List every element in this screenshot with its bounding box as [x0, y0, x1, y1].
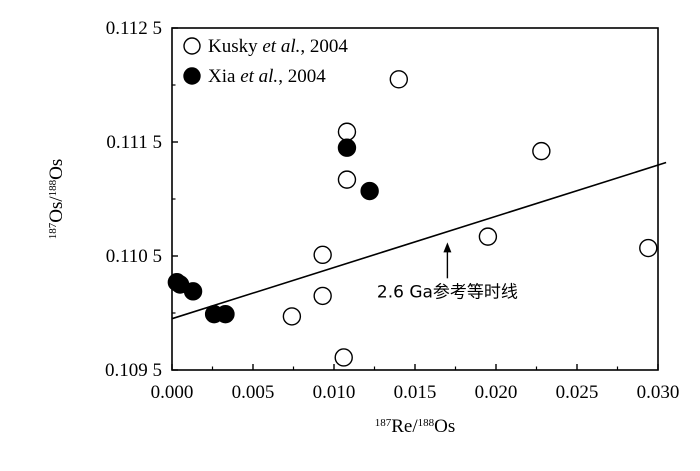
legend-label: Xia et al., 2004 — [208, 66, 326, 87]
open-point — [532, 141, 551, 161]
legend: Kusky et al., 2004 Xia et al., 2004 — [183, 36, 348, 87]
reference-isochron — [171, 161, 667, 320]
isochron-line — [171, 161, 667, 320]
y-tick-label: 0.110 5 — [106, 246, 162, 267]
open-point — [389, 70, 408, 89]
filled-point — [337, 138, 357, 157]
open-point — [337, 170, 357, 189]
x-tick-label: 0.010 — [313, 382, 356, 403]
annotation-text: 2.6 Ga参考等时线 — [377, 282, 518, 302]
legend-open-marker — [183, 37, 201, 55]
open-point — [313, 286, 332, 306]
open-point — [478, 227, 498, 246]
x-tick-label: 0.015 — [394, 382, 437, 403]
x-tick-label: 0.020 — [475, 382, 518, 403]
x-tick-label: 0.025 — [556, 382, 599, 403]
x-axis-title: 187Re/188Os — [375, 416, 456, 437]
legend-label: Kusky et al., 2004 — [208, 36, 348, 57]
filled-point — [216, 304, 235, 324]
axes: 0.000 0.005 0.010 0.015 0.020 0.025 0.030 0.112… — [105, 18, 679, 403]
x-tick-label: 0.005 — [232, 382, 275, 403]
open-point — [313, 245, 332, 265]
filled-point — [183, 282, 203, 301]
open-point — [282, 307, 302, 326]
y-tick-label: 0.111 5 — [106, 132, 162, 153]
annotation: 2.6 Ga参考等时线 — [377, 242, 518, 302]
open-point — [639, 238, 658, 258]
y-axis-title: 187Os/188Os — [46, 159, 67, 240]
x-tick-label: 0.000 — [151, 382, 194, 403]
open-point — [337, 122, 357, 141]
y-tick-label: 0.109 5 — [105, 360, 162, 381]
legend-filled-marker — [183, 67, 201, 85]
filled-point — [360, 181, 379, 201]
open-point — [334, 348, 353, 367]
data-points — [167, 70, 658, 367]
annotation-arrow-head — [443, 242, 452, 253]
axis-titles: 187Re/188Os 187Os/188Os — [46, 159, 455, 437]
x-tick-label: 0.030 — [637, 382, 680, 403]
y-tick-label: 0.112 5 — [106, 18, 162, 39]
